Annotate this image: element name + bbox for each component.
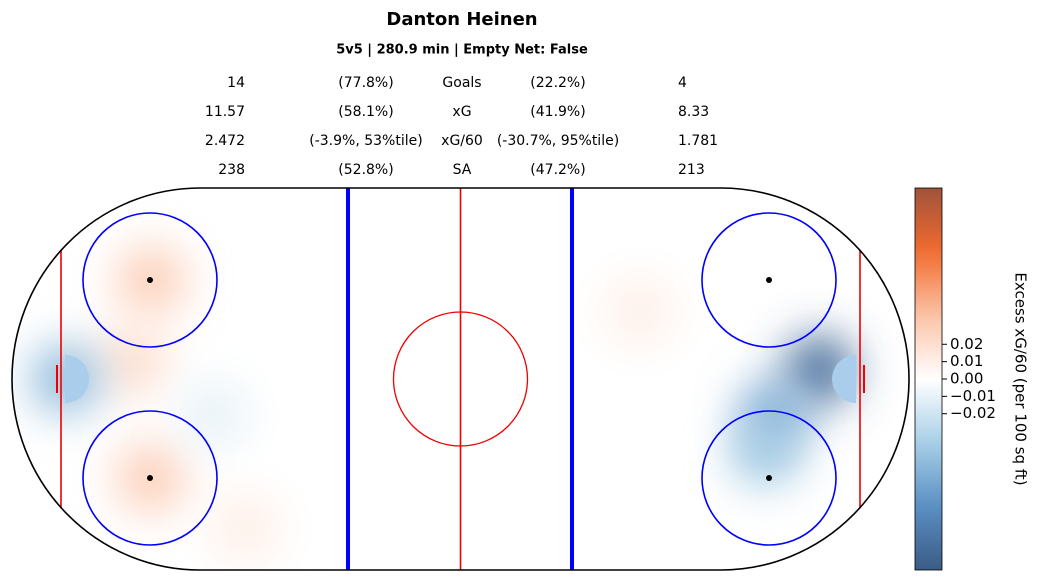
stat-cell: (52.8%) [338, 162, 393, 178]
heat-cell [179, 380, 248, 449]
heat-cell [731, 416, 800, 485]
stat-cell: (22.2%) [530, 75, 585, 91]
colorbar-label: Excess xG/60 (per 100 sq ft) [1012, 272, 1030, 485]
stat-cell: 4 [678, 75, 687, 91]
colorbar-tick-label: 0.00 [950, 370, 983, 388]
chart-title: Danton Heinen [386, 9, 537, 30]
stat-cell: xG/60 [441, 133, 483, 149]
stat-cell: (41.9%) [530, 104, 585, 120]
stat-cell: xG [452, 104, 471, 120]
stat-cell: 1.781 [678, 133, 718, 149]
heatmap [31, 246, 854, 562]
colorbar-tick-label: 0.02 [950, 335, 983, 353]
stat-cell: 11.57 [205, 104, 245, 120]
stat-cell: (-30.7%, 95%tile) [497, 133, 619, 149]
stat-cell: 238 [218, 162, 245, 178]
stat-cell: (58.1%) [338, 104, 393, 120]
stat-cell: (77.8%) [338, 75, 393, 91]
heat-cell [211, 493, 280, 562]
stat-cell: 14 [227, 75, 245, 91]
stat-cell: 213 [678, 162, 705, 178]
colorbar-tick-label: −0.02 [950, 404, 996, 422]
colorbar-tick-label: −0.01 [950, 387, 996, 405]
stat-cell: (47.2%) [530, 162, 585, 178]
colorbar-tick-label: 0.01 [950, 352, 983, 370]
heat-cell [605, 277, 674, 346]
stat-cell: 2.472 [205, 133, 245, 149]
heat-cell [99, 327, 168, 396]
colorbar [914, 187, 943, 571]
stat-cell: 8.33 [678, 104, 709, 120]
rink [11, 187, 910, 571]
chart-subtitle: 5v5 | 280.9 min | Empty Net: False [336, 43, 588, 58]
stat-cell: SA [453, 162, 472, 178]
stat-cell: Goals [442, 75, 481, 91]
stat-cell: (-3.9%, 53%tile) [309, 133, 422, 149]
